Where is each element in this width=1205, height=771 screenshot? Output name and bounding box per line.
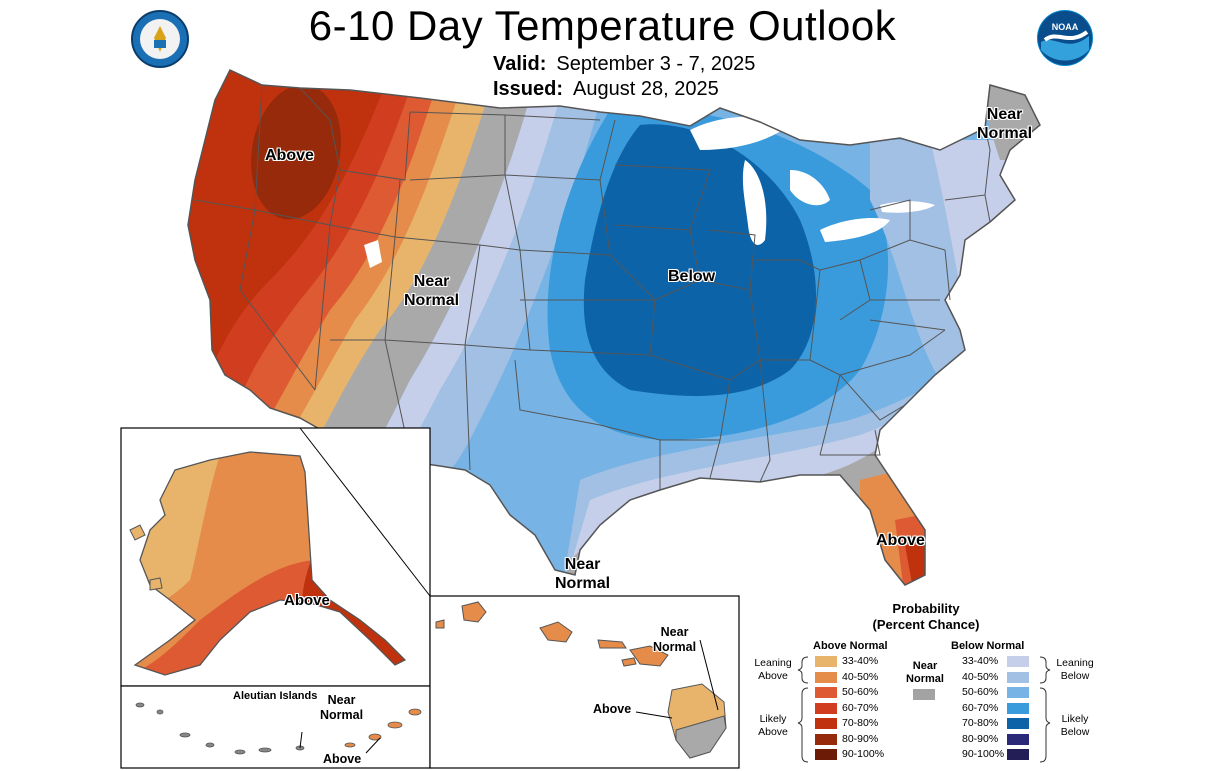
legend-below-label-7: 90-100% [962,748,1005,760]
label-aleutian-islands: Aleutian Islands [233,690,318,702]
legend-below-label-6: 80-90% [962,732,999,745]
legend-above-label-5: 70-80% [842,717,879,729]
valid-value: September 3 - 7, 2025 [556,53,756,75]
legend-below-swatch-2 [1007,671,1029,683]
legend-above-swatch-4 [815,702,837,714]
legend-above-swatch-7 [815,749,837,760]
legend-near-normal-label: Near Normal [906,660,944,685]
legend-below-swatch-3 [1007,687,1029,698]
legend-above-swatch-5 [815,718,837,729]
label-near-normal-hawaii: Near Normal [653,625,697,654]
legend-below-label-5: 70-80% [962,717,999,729]
label-above-florida: Above [876,532,925,549]
legend-leaning-above-label: Leaning Above [754,657,792,682]
label-near-normal-west: Near Normal [404,273,460,309]
label-above-northwest: Above [265,147,314,164]
legend-title: Probability (Percent Chance) [872,601,980,632]
legend-above-swatch-1 [815,656,837,667]
valid-label: Valid: [493,53,547,75]
legend-below-swatch-5 [1007,718,1029,729]
legend-below-swatch-7 [1007,749,1029,760]
legend-likely-above-label: Likely Above [758,713,788,738]
legend-above-swatch-6 [815,733,837,745]
legend-above-label-4: 60-70% [842,701,879,714]
legend-leaning-below-label: Leaning Below [1056,657,1094,682]
legend-above-label-1: 33-40% [842,655,879,667]
legend-above-swatch-3 [815,687,837,698]
label-above-hawaii: Above [593,702,632,716]
aleutian-inset [120,685,431,769]
label-above-aleutians: Above [323,752,362,766]
legend-above-label-2: 40-50% [842,670,879,683]
legend-above-swatch-2 [815,671,837,683]
noaa-logo-text: NOAA [1052,22,1079,32]
state-borders [194,84,991,490]
issued-line: Issued: August 28, 2025 [493,77,719,101]
label-below-central: Below [668,268,716,285]
label-above-alaska: Above [284,592,330,609]
label-near-normal-northeast: Near Normal [977,106,1033,142]
legend-above-label-7: 90-100% [842,748,885,760]
issued-value: August 28, 2025 [573,78,719,100]
legend-below-swatch-4 [1007,702,1029,714]
page-title: 6-10 Day Temperature Outlook [308,2,897,49]
legend-below-label-2: 40-50% [962,670,999,683]
legend-above-header: Above Normal [813,640,888,652]
label-near-normal-texas: Near Normal [555,556,611,592]
label-near-normal-aleutians: Near Normal [320,693,364,722]
legend-below-header: Below Normal [951,640,1025,652]
commerce-seal-icon [131,10,189,68]
valid-line: Valid: September 3 - 7, 2025 [493,52,755,76]
legend-above-label-6: 80-90% [842,732,879,745]
legend-below-label-1: 33-40% [962,655,999,667]
legend-below-swatch-6 [1007,733,1029,745]
noaa-logo-icon: NOAA [1037,10,1093,66]
legend-below-label-3: 50-60% [962,686,999,698]
legend-likely-below-label: Likely Below [1060,713,1090,738]
issued-label: Issued: [493,78,564,100]
legend-above-label-3: 50-60% [842,686,879,698]
legend-below-label-4: 60-70% [962,701,999,714]
legend-below-swatch-1 [1007,656,1029,667]
legend-near-normal-swatch [913,689,935,700]
